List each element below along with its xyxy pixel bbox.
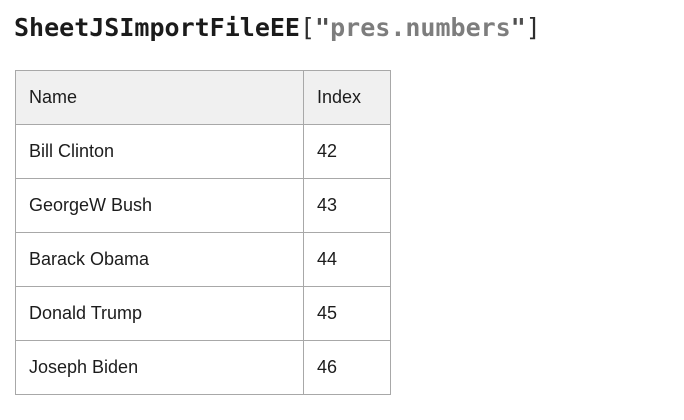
cell-index: 43 — [303, 178, 391, 233]
cell-name: Donald Trump — [15, 286, 304, 341]
cell-index: 46 — [303, 340, 391, 395]
title-segment-bracket: ] — [525, 13, 541, 42]
table-row: Donald Trump 45 — [15, 286, 391, 341]
column-header-index: Index — [303, 70, 391, 125]
table-row: Barack Obama 44 — [15, 232, 391, 287]
title-segment-quote: " — [510, 13, 526, 42]
title-segment-identifier: SheetJSImportFileEE — [14, 13, 300, 42]
column-header-name: Name — [15, 70, 304, 125]
cell-name: Joseph Biden — [15, 340, 304, 395]
title-segment-bracket: [ — [299, 13, 316, 42]
table-body: Bill Clinton 42 GeorgeW Bush 43 Barack Obama… — [15, 124, 391, 395]
cell-name: GeorgeW Bush — [15, 178, 304, 233]
table-row: Bill Clinton 42 — [15, 124, 391, 179]
cell-index: 44 — [303, 232, 391, 287]
table-header-row: Name Index — [15, 70, 391, 125]
presidents-table: Name Index Bill Clinton 42 GeorgeW Bush 43 B… — [15, 70, 391, 395]
sheet-title: SheetJSImportFileEE["pres.numbers"] — [0, 0, 684, 43]
table-row: GeorgeW Bush 43 — [15, 178, 391, 233]
cell-name: Barack Obama — [15, 232, 304, 287]
cell-index: 45 — [303, 286, 391, 341]
cell-name: Bill Clinton — [15, 124, 304, 179]
title-segment-quote: " — [315, 13, 331, 42]
table-row: Joseph Biden 46 — [15, 340, 391, 395]
title-segment-string: pres.numbers — [330, 13, 511, 42]
page: SheetJSImportFileEE["pres.numbers"] Name… — [0, 0, 684, 395]
cell-index: 42 — [303, 124, 391, 179]
